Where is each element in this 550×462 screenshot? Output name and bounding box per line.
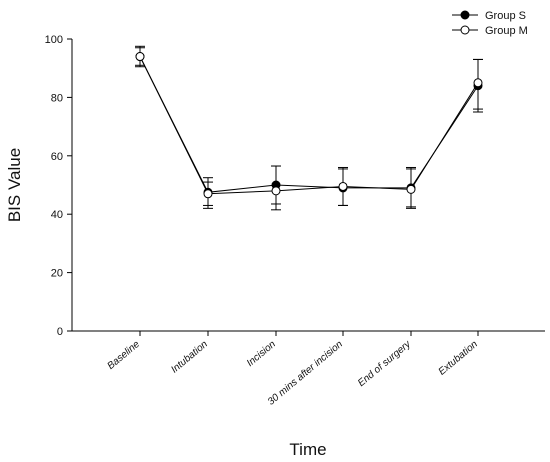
x-tick-label: Extubation xyxy=(437,339,481,378)
legend-label: Group S xyxy=(485,10,526,22)
data-point-group-m xyxy=(135,52,145,62)
x-tick-label: Baseline xyxy=(105,339,142,372)
y-tick-label: 40 xyxy=(51,209,63,221)
data-point-group-m xyxy=(203,189,213,199)
axes xyxy=(67,38,545,336)
data-point-group-m xyxy=(473,78,483,88)
series-line-group-s xyxy=(139,56,479,193)
legend-marker xyxy=(460,10,470,20)
series-line-group-m xyxy=(139,56,479,195)
legend-label: Group M xyxy=(485,25,528,37)
legend-marker xyxy=(460,25,470,35)
series-lines xyxy=(139,56,479,195)
data-point-group-m xyxy=(338,181,348,191)
x-axis-label: Time xyxy=(289,440,326,459)
data-point-group-m xyxy=(271,186,281,196)
x-tick-label: Incision xyxy=(245,339,278,370)
legend: Group S Group M xyxy=(452,10,528,37)
y-axis-label: BIS Value xyxy=(5,148,24,222)
y-tick-label: 80 xyxy=(51,92,63,104)
x-tick-label: 30 mins after incision xyxy=(266,339,345,408)
x-tick-label: End of surgery xyxy=(356,338,414,389)
y-tick-labels: 0 20 40 60 80 100 xyxy=(45,34,63,338)
y-tick-label: 0 xyxy=(57,326,63,338)
y-tick-label: 100 xyxy=(45,34,63,46)
y-tick-label: 60 xyxy=(51,151,63,163)
series-markers xyxy=(135,52,483,199)
error-bars xyxy=(135,45,483,211)
x-tick-label: Intubation xyxy=(169,339,210,376)
data-point-group-m xyxy=(406,184,416,194)
y-tick-label: 20 xyxy=(51,268,63,280)
